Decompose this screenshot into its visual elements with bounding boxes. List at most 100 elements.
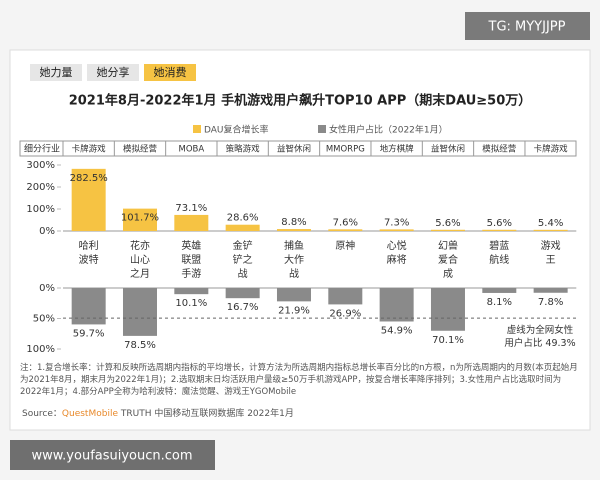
watermark: TG: MYYJJPP [488,20,566,35]
segment-label: 益智休闲 [277,144,311,155]
category-label-line: 王 [546,255,556,266]
value-label: 10.1% [175,298,207,309]
source-prefix: Source： [22,409,62,419]
footer-url: www.youfasuiyoucn.com [31,449,192,464]
y-tick-label: 100% [26,204,55,215]
category-label-line: 花亦 [130,239,150,252]
category-label-line: 铲之 [233,253,253,266]
tab[interactable] [30,64,82,81]
bar [482,229,517,231]
segment-label: 卡牌游戏 [72,144,107,155]
source-brand: QuestMobile [62,409,119,419]
header-label: 细分行业 [24,143,60,155]
category-label-line: 山心 [130,254,150,266]
bar [328,229,363,231]
y-tick-label: 200% [26,182,55,193]
bar [533,288,568,293]
category-label-line: 成 [443,268,453,280]
category-label-line: 大作 [284,253,304,266]
bar [430,288,465,331]
bar [174,214,209,231]
category-label-line: 碧蓝 [489,240,509,252]
value-label: 26.9% [329,308,361,319]
y-tick-label: 0% [39,283,55,294]
y-tick-label: 50% [33,314,55,325]
value-label: 5.6% [435,218,460,229]
watermark-box [465,12,590,40]
segment-label: 卡牌游戏 [534,144,569,155]
value-label: 7.3% [384,217,409,228]
bar [276,288,311,302]
reference-label-line: 虚线为全网女性 [507,324,574,336]
category-label: 捕鱼大作战 [284,239,304,280]
source: Source：QuestMobile TRUTH 中国移动互联网数据库 2022… [22,407,294,419]
segment-label: MMORPG [326,145,365,155]
segment-label: 模拟经营 [123,144,157,155]
value-label: 5.6% [487,218,512,229]
bar [430,229,465,231]
legend-swatch [193,125,201,133]
value-label: 282.5% [70,173,108,184]
value-label: 8.1% [487,297,512,308]
bar [122,208,157,231]
value-label: 101.7% [121,213,159,224]
category-label: 幻兽爱合成 [438,239,458,280]
bar [482,288,517,293]
bar [225,288,260,299]
category-label-line: 心悦 [387,239,407,252]
category-label-line: 之月 [130,267,150,280]
category-label-line: 原神 [335,239,355,252]
value-label: 73.1% [175,203,207,214]
bar [174,288,209,295]
card [9,49,591,431]
value-label: 78.5% [124,340,156,351]
category-label-line: 手游 [181,267,201,280]
category-label-line: 金铲 [233,239,253,252]
category-label-line: 哈利 [79,239,99,252]
value-label: 21.9% [278,305,310,316]
bar [122,288,157,336]
y-tick-label: 300% [26,160,55,171]
category-label-line: 联盟 [181,254,201,266]
value-label: 28.6% [227,213,259,224]
legend-swatch [318,125,326,133]
legend-label: 女性用户占比（2022年1月） [329,124,448,136]
value-label: 16.7% [227,302,259,313]
reference-label-line: 用户占比 49.3% [504,337,575,349]
category-label: 花亦山心之月 [130,239,150,280]
value-label: 5.4% [538,218,563,229]
segment-label: 益智休闲 [431,144,465,155]
category-label-line: 战 [238,268,248,280]
category-label: 英雄联盟手游 [181,239,201,280]
category-label-line: 麻将 [387,253,407,266]
segment-label: 地方棋牌 [380,144,415,155]
legend-label: DAU复合增长率 [204,124,269,136]
value-label: 59.7% [73,328,105,339]
category-label-line: 爱合 [438,253,458,266]
tab[interactable] [87,64,139,81]
category-label-line: 幻兽 [438,239,458,252]
tab-label: 她消费 [154,65,187,79]
y-tick-label: 100% [26,344,55,355]
segment-label: 策略游戏 [226,144,261,155]
category-label: 原神 [335,239,355,252]
category-label: 碧蓝航线 [489,240,509,266]
tab[interactable] [144,64,196,81]
tab-label: 她力量 [40,65,73,79]
bar [71,168,106,231]
header-row [19,140,577,157]
bar [379,288,414,322]
category-label: 哈利波特 [79,239,99,266]
value-label: 54.9% [381,325,413,336]
category-label-line: 捕鱼 [284,239,304,252]
value-label: 7.6% [333,217,358,228]
category-label: 心悦麻将 [387,239,407,266]
notes-box: 注：1.复合增长率：计算和反映所选周期内指标的平均增长，计算方法为所选周期内指标… [20,363,578,397]
value-label: 8.8% [281,217,306,228]
category-label: 金铲铲之战 [233,239,253,280]
value-label: 7.8% [538,297,563,308]
tab-label: 她分享 [97,65,130,79]
segment-label: 模拟经营 [482,144,516,155]
